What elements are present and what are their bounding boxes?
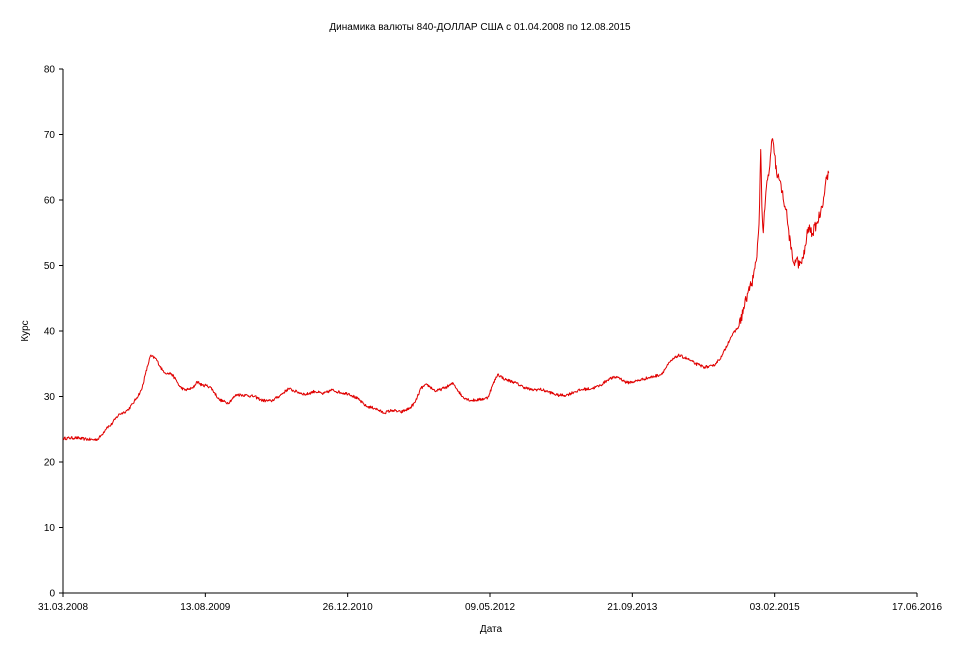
y-axis-ticks: 0 10 20 30 40 50 60 70 80 [44,65,63,600]
y-tick-label: 30 [44,392,56,403]
x-tick-label: 03.02.2015 [750,602,800,613]
y-tick-label: 0 [49,589,55,600]
x-axis-ticks: 31.03.2008 13.08.2009 26.12.2010 09.05.2012… [38,593,942,613]
x-tick-label: 26.12.2010 [323,602,373,613]
x-axis-label: Дата [480,624,503,635]
chart-title: Динамика валюты 840-ДОЛЛАР США с 01.04.2… [329,22,631,33]
y-axis-label: Курс [20,320,31,341]
x-tick-label: 31.03.2008 [38,602,88,613]
x-tick-label: 17.06.2016 [892,602,942,613]
y-tick-label: 20 [44,458,56,469]
chart-axes [62,69,917,594]
y-tick-label: 50 [44,261,56,272]
y-tick-label: 70 [44,130,56,141]
x-tick-label: 09.05.2012 [465,602,515,613]
x-tick-label: 13.08.2009 [180,602,230,613]
y-tick-label: 60 [44,196,56,207]
y-tick-label: 40 [44,327,56,338]
x-tick-label: 21.09.2013 [607,602,657,613]
y-tick-label: 80 [44,65,56,76]
series-line [62,138,830,442]
y-tick-label: 10 [44,523,56,534]
series-group [62,138,830,442]
